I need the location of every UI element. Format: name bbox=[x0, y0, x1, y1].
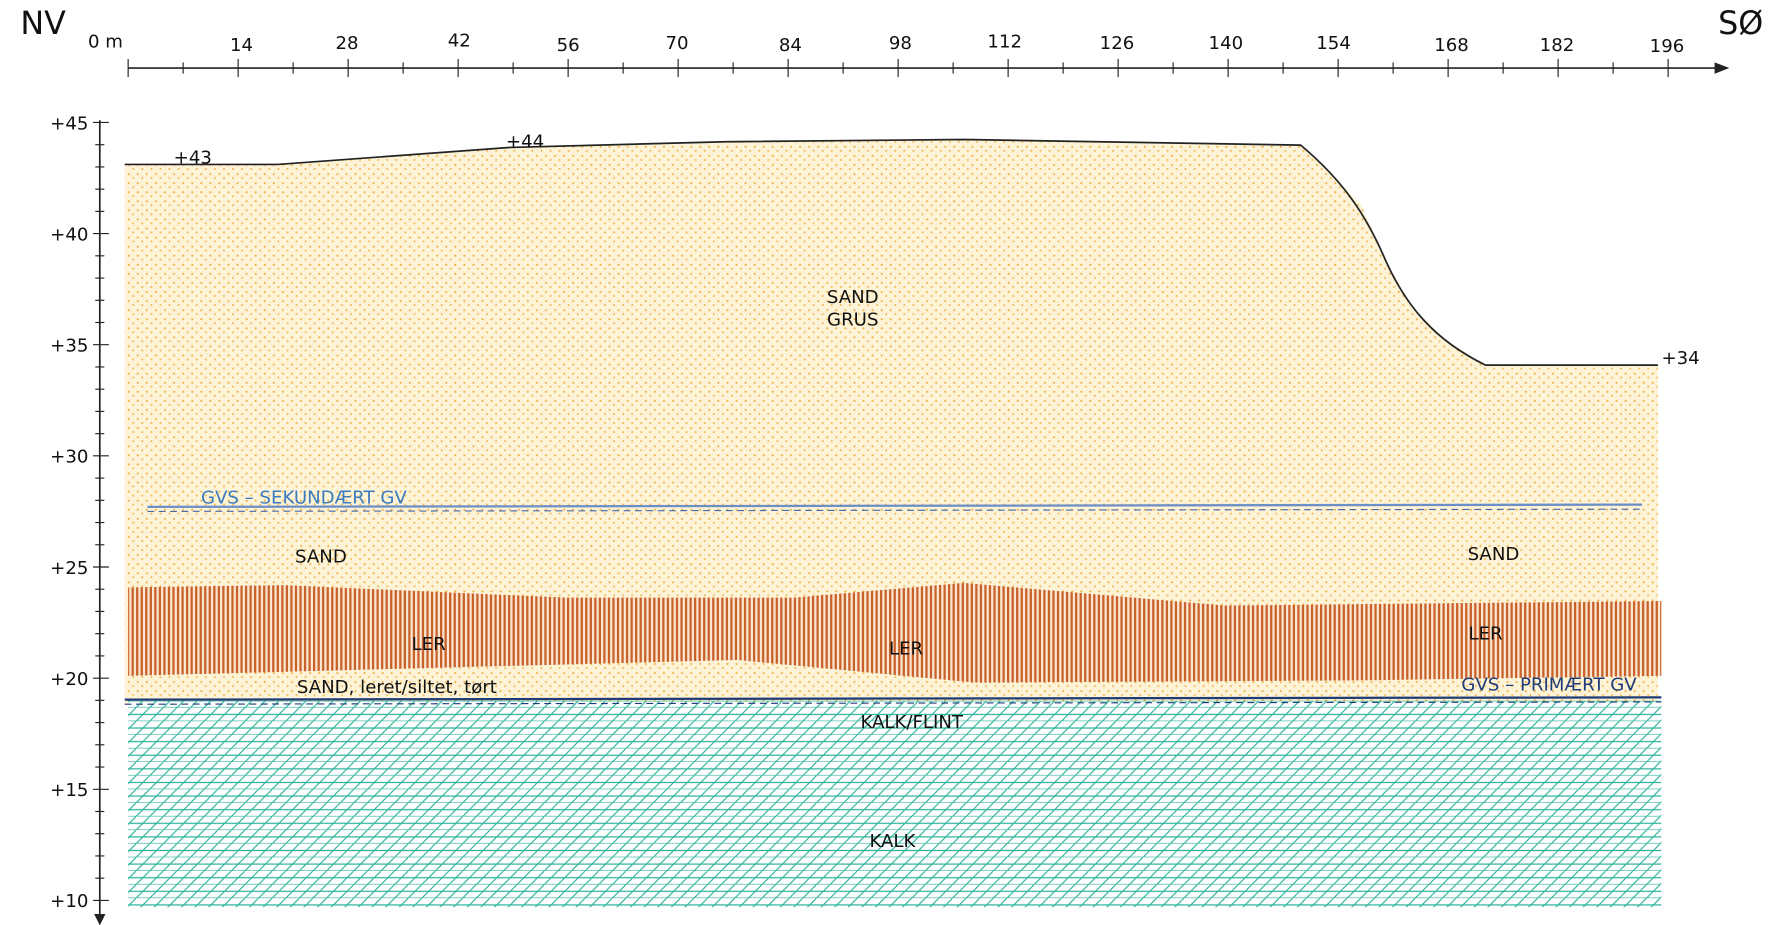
layer-label: GRUS bbox=[827, 309, 878, 330]
elevation-label: +34 bbox=[1661, 348, 1699, 369]
x-tick-label: 42 bbox=[448, 30, 471, 51]
layer-label: LER bbox=[889, 638, 924, 659]
elevation-label: +43 bbox=[174, 147, 212, 168]
layer-label: SAND, leret/siltet, tørt bbox=[297, 677, 497, 698]
x-axis-arrow bbox=[1715, 62, 1730, 73]
x-tick-label: 84 bbox=[779, 35, 802, 56]
layer-label: KALK/FLINT bbox=[860, 712, 963, 733]
direction-left: NV bbox=[20, 6, 66, 42]
layer-label: SAND bbox=[1468, 544, 1520, 565]
x-tick-label: 112 bbox=[987, 32, 1022, 53]
y-tick-label: +25 bbox=[50, 558, 88, 579]
y-tick-label: +15 bbox=[50, 780, 88, 801]
direction-right: SØ bbox=[1718, 6, 1763, 42]
y-tick-label: +30 bbox=[50, 447, 88, 468]
x-tick-label: 126 bbox=[1100, 33, 1135, 54]
layer-label: LER bbox=[412, 634, 447, 655]
elevation-label: +44 bbox=[506, 131, 544, 152]
x-tick-label: 56 bbox=[557, 35, 580, 56]
y-tick-label: +35 bbox=[50, 336, 88, 357]
groundwater-label: GVS – SEKUNDÆRT GV bbox=[201, 487, 407, 508]
layer-label: LER bbox=[1468, 624, 1503, 645]
x-tick-label: 168 bbox=[1434, 35, 1469, 56]
x-tick-label: 0 m bbox=[88, 32, 123, 53]
y-tick-label: +40 bbox=[50, 224, 88, 245]
x-tick-label: 196 bbox=[1650, 36, 1685, 57]
layer-label: KALK bbox=[869, 831, 916, 852]
x-tick-label: 182 bbox=[1540, 35, 1575, 56]
groundwater-label: GVS – PRIMÆRT GV bbox=[1461, 675, 1637, 696]
diagram: NV SØ 0 m 14 28 42 56 70 84 98 112 126 140 154 168 18… bbox=[20, 6, 1763, 925]
x-tick-label: 140 bbox=[1209, 33, 1244, 54]
y-axis-arrow bbox=[94, 914, 105, 925]
x-tick-label: 14 bbox=[230, 35, 253, 56]
cross-section: NV SØ 0 m 14 28 42 56 70 84 98 112 126 140 154 168 18… bbox=[0, 0, 1778, 925]
x-tick-label: 98 bbox=[889, 33, 912, 54]
y-tick-label: +20 bbox=[50, 669, 88, 690]
layer-label: SAND bbox=[295, 546, 347, 567]
x-tick-label: 154 bbox=[1316, 33, 1351, 54]
x-tick-label: 70 bbox=[665, 33, 688, 54]
y-tick-label: +10 bbox=[50, 891, 88, 912]
layer-label: SAND bbox=[827, 287, 879, 308]
x-tick-label: 28 bbox=[335, 33, 358, 54]
y-tick-label: +45 bbox=[50, 113, 88, 134]
